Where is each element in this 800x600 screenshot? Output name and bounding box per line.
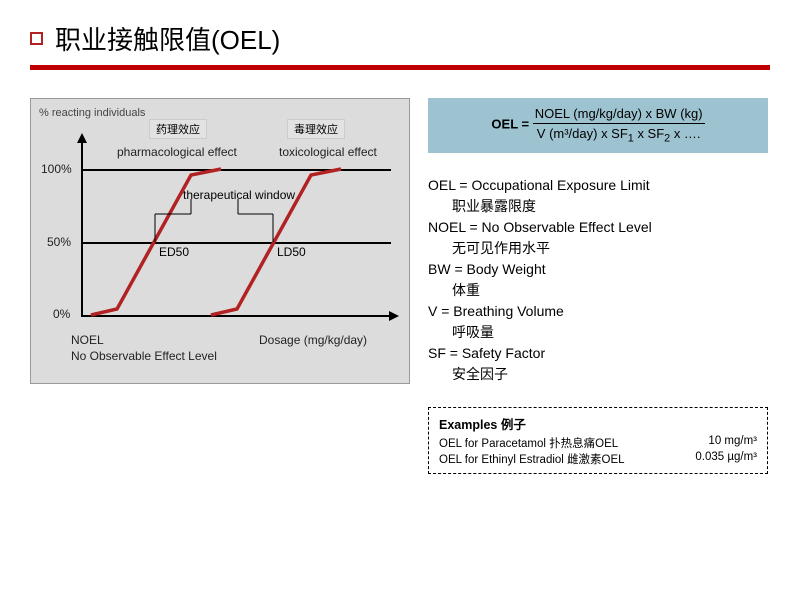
title-row: 职业接触限值(OEL) (30, 20, 770, 57)
chart-column: % reacting individuals 药理效应 毒理效应 pharmac… (30, 98, 410, 474)
oel-formula: OEL = NOEL (mg/kg/day) x BW (kg) V (m³/d… (428, 98, 768, 153)
ex1-value: 10 mg/m³ (708, 435, 757, 451)
tag-toxicological-cn: 毒理效应 (287, 119, 345, 139)
ld50-label: LD50 (277, 245, 306, 259)
example-row-1: OEL for Paracetamol 扑热息痛OEL 10 mg/m³ (439, 435, 757, 451)
slide: 职业接触限值(OEL) % reacting individuals 药理效应 … (0, 0, 800, 600)
noel-label: NOEL (71, 333, 104, 347)
formula-denominator: V (m³/day) x SF1 x SF2 x …. (533, 124, 705, 145)
def-sf-cn: 安全因子 (452, 364, 768, 385)
slide-title: 职业接触限值(OEL) (55, 20, 280, 57)
def-v-cn: 呼吸量 (452, 322, 768, 343)
def-noel-cn: 无可见作用水平 (452, 238, 768, 259)
example-row-2: OEL for Ethinyl Estradiol 雌激素OEL 0.035 µ… (439, 451, 757, 467)
ex2-label: OEL for Ethinyl Estradiol 雌激素OEL (439, 451, 625, 467)
ytick-50: 50% (47, 235, 71, 249)
grid-100 (81, 169, 391, 171)
label-pharmacological: pharmacological effect (117, 145, 237, 159)
label-toxicological: toxicological effect (279, 145, 377, 159)
den-mid: x SF (634, 126, 664, 141)
examples-heading: Examples 例子 (439, 414, 757, 433)
den-post: x …. (670, 126, 700, 141)
ytick-0: 0% (53, 307, 70, 321)
examples-box: Examples 例子 OEL for Paracetamol 扑热息痛OEL … (428, 407, 768, 474)
ed50-label: ED50 (159, 245, 189, 259)
def-bw: BW = Body Weight (428, 259, 768, 280)
y-axis-label: % reacting individuals (39, 107, 145, 119)
ytick-100: 100% (41, 162, 72, 176)
formula-numerator: NOEL (mg/kg/day) x BW (kg) (533, 106, 705, 124)
ex1-label: OEL for Paracetamol 扑热息痛OEL (439, 435, 618, 451)
x-axis (81, 315, 393, 317)
content-row: % reacting individuals 药理效应 毒理效应 pharmac… (30, 98, 770, 474)
red-divider (30, 65, 770, 70)
therapeutical-window-text: therapeutical window (183, 188, 295, 202)
tag-pharmacological-cn: 药理效应 (149, 119, 207, 139)
definitions: OEL = Occupational Exposure Limit 职业暴露限度… (428, 175, 768, 385)
formula-fraction: NOEL (mg/kg/day) x BW (kg) V (m³/day) x … (533, 106, 705, 145)
ex2-value: 0.035 µg/m³ (695, 451, 757, 467)
def-oel-cn: 职业暴露限度 (452, 196, 768, 217)
noel-sublabel: No Observable Effect Level (71, 349, 217, 363)
x-axis-label: Dosage (mg/kg/day) (259, 333, 367, 347)
den-pre: V (m³/day) x SF (537, 126, 628, 141)
y-axis (81, 139, 83, 317)
def-noel: NOEL = No Observable Effect Level (428, 217, 768, 238)
dose-response-chart: % reacting individuals 药理效应 毒理效应 pharmac… (30, 98, 410, 384)
def-v: V = Breathing Volume (428, 301, 768, 322)
def-bw-cn: 体重 (452, 280, 768, 301)
therapeutical-window-label: therapeutical window (183, 189, 295, 202)
grid-50 (81, 242, 391, 244)
bullet-icon (30, 32, 43, 45)
formula-lhs: OEL = (491, 117, 529, 132)
def-oel: OEL = Occupational Exposure Limit (428, 175, 768, 196)
right-column: OEL = NOEL (mg/kg/day) x BW (kg) V (m³/d… (428, 98, 768, 474)
def-sf: SF = Safety Factor (428, 343, 768, 364)
